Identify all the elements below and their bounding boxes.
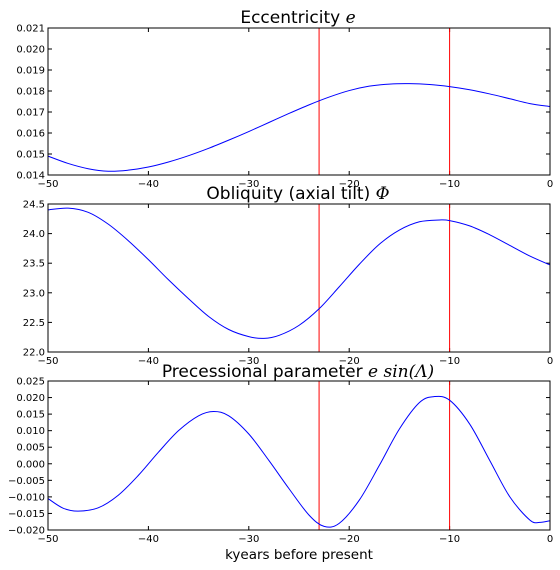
eccentricity-ticks: −50 −40 −30 −20 −10 0 0.014 0.015 0.016 0.017 0.01… xyxy=(16,24,553,191)
precession-marker-lines xyxy=(318,381,451,530)
x-tick-label: −10 xyxy=(439,179,460,190)
x-tick-label: −10 xyxy=(439,534,460,545)
y-tick-label: 0.017 xyxy=(16,108,45,119)
y-tick-label: 0.000 xyxy=(16,459,45,470)
x-tick-label: −50 xyxy=(37,179,58,190)
x-tick-label: −20 xyxy=(339,534,360,545)
y-tick-label: 0.019 xyxy=(16,66,45,77)
y-tick-label: 0.025 xyxy=(16,377,45,388)
y-tick-label: 23.0 xyxy=(23,288,45,299)
y-tick-label: 0.005 xyxy=(16,443,45,454)
eccentricity-axes-frame xyxy=(47,27,551,176)
x-tick-label: −50 xyxy=(37,534,58,545)
y-tick-label: 24.0 xyxy=(23,229,45,240)
panel-eccentricity: Eccentricity e −50 −40 −30 −20 −10 0 0.014 0.01… xyxy=(16,8,553,190)
x-tick-label: −10 xyxy=(439,356,460,367)
y-tick-label: 0.020 xyxy=(16,393,45,404)
y-tick-label: 0.010 xyxy=(16,426,45,437)
y-tick-label: 22.0 xyxy=(23,348,45,359)
y-tick-label: 22.5 xyxy=(23,318,45,329)
x-tick-label: −40 xyxy=(138,356,159,367)
obliquity-axes-frame xyxy=(47,203,551,353)
precession-curve xyxy=(47,395,551,528)
x-tick-label: 0 xyxy=(547,356,553,367)
precession-axes-frame xyxy=(47,380,551,531)
y-tick-label: −0.010 xyxy=(8,492,45,503)
eccentricity-title: Eccentricity e xyxy=(240,8,355,28)
obliquity-title: Obliquity (axial tilt) Φ xyxy=(206,184,389,204)
y-tick-label: 0.020 xyxy=(16,45,45,56)
y-tick-label: 0.015 xyxy=(16,150,45,161)
precession-title: Precessional parameter e sin(Λ) xyxy=(162,362,434,382)
obliquity-curve xyxy=(47,207,551,339)
obliquity-ticks: −50 −40 −30 −20 −10 0 22.0 22.5 23.0 23.5 24.0 24.5 xyxy=(23,200,553,368)
eccentricity-marker-lines xyxy=(318,28,451,175)
y-tick-label: 0.016 xyxy=(16,129,45,140)
x-tick-label: 0 xyxy=(547,179,553,190)
y-tick-label: 0.021 xyxy=(16,24,45,35)
x-tick-label: 0 xyxy=(547,534,553,545)
y-tick-label: −0.005 xyxy=(8,476,45,487)
y-tick-label: 0.015 xyxy=(16,410,45,421)
x-tick-label: −40 xyxy=(138,179,159,190)
x-tick-label: −30 xyxy=(238,534,259,545)
x-tick-label: −50 xyxy=(37,356,58,367)
panel-precession: Precessional parameter e sin(Λ) −50 −40 −3… xyxy=(8,362,553,563)
y-tick-label: −0.015 xyxy=(8,509,45,520)
y-tick-label: −0.020 xyxy=(8,526,45,537)
x-tick-label: −20 xyxy=(339,356,360,367)
obliquity-marker-lines xyxy=(318,204,451,352)
x-tick-label: −40 xyxy=(138,534,159,545)
y-tick-label: 24.5 xyxy=(23,200,45,211)
x-tick-label: −30 xyxy=(238,356,259,367)
y-tick-label: 0.014 xyxy=(16,171,45,182)
x-tick-label: −30 xyxy=(238,179,259,190)
precession-ticks: −50 −40 −30 −20 −10 0 −0.020 −0.015 −0.010 −0.005… xyxy=(8,377,553,546)
y-tick-label: 0.018 xyxy=(16,87,45,98)
x-tick-label: −20 xyxy=(339,179,360,190)
x-axis-label: kyears before present xyxy=(225,547,373,563)
eccentricity-curve xyxy=(47,83,551,172)
y-tick-label: 23.5 xyxy=(23,259,45,270)
panel-obliquity: Obliquity (axial tilt) Φ −50 −40 −30 −20 −10… xyxy=(23,184,553,367)
